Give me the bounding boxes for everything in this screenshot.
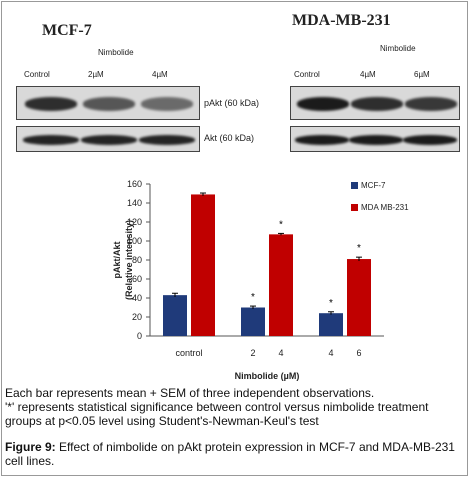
y-tick-label: 160 xyxy=(127,179,142,189)
right-pakt-band-1 xyxy=(297,97,349,111)
left-lane-label-2: 2µM xyxy=(88,70,104,79)
left-akt-band-2 xyxy=(81,135,137,145)
bar-chart: 0 20 40 60 80 100 120 140 160 pAkt/Akt (Relative i… xyxy=(112,179,409,381)
left-pakt-band-3 xyxy=(141,97,193,111)
left-akt-band-1 xyxy=(23,135,79,145)
bar xyxy=(241,307,265,336)
left-pakt-band-1 xyxy=(25,97,77,111)
right-pakt-band-3 xyxy=(405,97,457,111)
x-category-label: control xyxy=(175,348,202,358)
left-akt-band-3 xyxy=(139,135,195,145)
bar-dose-label: 6 xyxy=(356,348,361,358)
right-pakt-blot xyxy=(290,86,460,120)
y-tick-label: 100 xyxy=(127,236,142,246)
legend-label: MDA MB-231 xyxy=(361,203,409,212)
caption-line-2: '*' represents statistical significance … xyxy=(5,400,429,428)
significance-mark: * xyxy=(251,292,255,303)
bar xyxy=(163,295,187,336)
left-pakt-band-2 xyxy=(83,97,135,111)
right-pakt-band-2 xyxy=(351,97,403,111)
bar xyxy=(319,313,343,336)
y-tick-label: 80 xyxy=(132,255,142,265)
left-pakt-blot xyxy=(16,86,200,120)
right-treatment-label: Nimbolide xyxy=(380,44,416,53)
caption-line-1: Each bar represents mean + SEM of three … xyxy=(5,386,375,400)
bar-dose-label: 2 xyxy=(250,348,255,358)
right-akt-band-2 xyxy=(349,135,403,145)
significance-mark: * xyxy=(357,243,361,254)
bar xyxy=(347,259,371,336)
left-akt-blot xyxy=(16,126,200,152)
right-lane-label-2: 4µM xyxy=(360,70,376,79)
right-akt-blot xyxy=(290,126,460,152)
figure-caption: Figure 9: Effect of nimbolide on pAkt pr… xyxy=(5,440,467,468)
x-axis-label: Nimbolide (µM) xyxy=(235,371,300,381)
right-akt-band-1 xyxy=(295,135,349,145)
y-tick-label: 140 xyxy=(127,198,142,208)
right-akt-band-3 xyxy=(403,135,457,145)
right-lane-label-1: Control xyxy=(294,70,320,79)
significance-mark: * xyxy=(329,298,333,309)
left-treatment-label: Nimbolide xyxy=(98,48,134,57)
y-tick-label: 40 xyxy=(132,293,142,303)
right-cell-line-title: MDA-MB-231 xyxy=(292,12,391,29)
figure-text: Effect of nimbolide on pAkt protein expr… xyxy=(5,440,455,468)
right-lane-label-3: 6µM xyxy=(414,70,430,79)
left-cell-line-title: MCF-7 xyxy=(42,22,92,39)
bar-dose-label: 4 xyxy=(328,348,333,358)
legend-swatch xyxy=(351,204,358,211)
y-tick-label: 120 xyxy=(127,217,142,227)
akt-label: Akt (60 kDa) xyxy=(204,133,255,143)
pakt-label: pAkt (60 kDa) xyxy=(204,98,260,108)
bar xyxy=(269,234,293,336)
significance-mark: * xyxy=(279,219,283,230)
left-lane-label-3: 4µM xyxy=(152,70,168,79)
y-axis-label-line: pAkt/Akt xyxy=(112,241,122,278)
legend-label: MCF-7 xyxy=(361,181,386,190)
y-tick-label: 0 xyxy=(137,331,142,341)
left-lane-label-1: Control xyxy=(24,70,50,79)
caption-notes: Each bar represents mean + SEM of three … xyxy=(5,386,467,428)
y-axis-label-line: (Relative intensity) xyxy=(124,220,134,300)
bar-dose-label: 4 xyxy=(278,348,283,358)
figure-label: Figure 9: xyxy=(5,440,56,454)
bar xyxy=(191,194,215,336)
y-tick-label: 60 xyxy=(132,274,142,284)
legend-swatch xyxy=(351,182,358,189)
y-tick-label: 20 xyxy=(132,312,142,322)
